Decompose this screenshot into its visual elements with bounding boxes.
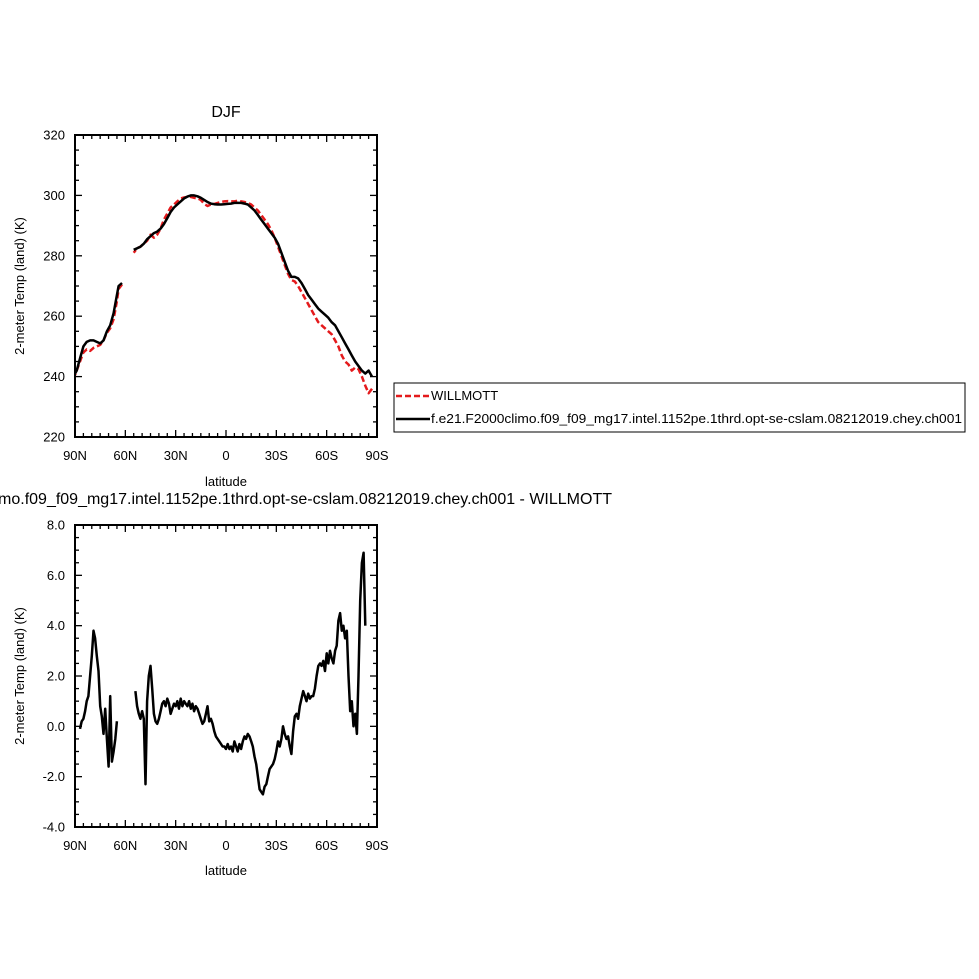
top-chart-title: DJF <box>211 104 241 121</box>
top-y-tick-label: 220 <box>43 430 65 445</box>
top-y-tick-label: 240 <box>43 369 65 384</box>
top-panel: DJF 90N 60N 30N 0 30S 60S 90S 220 240 260 280 300 32… <box>12 104 389 489</box>
bottom-x-tick-label: 60S <box>315 838 338 853</box>
legend-label-willmott: WILLMOTT <box>431 388 498 403</box>
bottom-x-tick-label: 0 <box>222 838 229 853</box>
top-ticks <box>74 134 378 438</box>
bottom-y-tick-label: 2.0 <box>47 669 65 684</box>
top-series-0-segment-0 <box>132 195 373 395</box>
bottom-y-tick-label: 6.0 <box>47 568 65 583</box>
top-y-tick-label: 320 <box>43 128 65 143</box>
bottom-panel: f.e21.F2000climo.f09_f09_mg17.intel.1152… <box>0 491 612 878</box>
top-x-tick-label: 60S <box>315 448 338 463</box>
bottom-x-tick-label: 90N <box>63 838 87 853</box>
legend-label-model: f.e21.F2000climo.f09_f09_mg17.intel.1152… <box>431 411 962 426</box>
bottom-series-0-segment-0 <box>134 551 367 796</box>
top-y-tick-label: 300 <box>43 188 65 203</box>
bottom-chart-title: f.e21.F2000climo.f09_f09_mg17.intel.1152… <box>0 491 612 508</box>
bottom-plot-lines <box>78 551 367 796</box>
bottom-y-tick-label: 8.0 <box>47 518 65 533</box>
bottom-y-tick-label: 0.0 <box>47 719 65 734</box>
top-x-tick-label: 90N <box>63 448 87 463</box>
top-y-tick-label: 260 <box>43 309 65 324</box>
top-x-tick-label: 30N <box>164 448 188 463</box>
bottom-y-tick-label: -4.0 <box>43 820 65 835</box>
bottom-x-axis-label: latitude <box>205 863 247 878</box>
top-series-1-segment-0 <box>133 194 374 378</box>
top-tick-labels: 90N 60N 30N 0 30S 60S 90S 220 240 260 280 300 320 <box>43 128 389 464</box>
top-x-tick-label: 90S <box>365 448 388 463</box>
top-series-1-segment-1 <box>75 282 123 375</box>
top-x-tick-label: 60N <box>113 448 137 463</box>
top-x-tick-label: 30S <box>265 448 288 463</box>
bottom-x-tick-label: 90S <box>365 838 388 853</box>
top-y-axis-label: 2-meter Temp (land) (K) <box>12 217 27 355</box>
legend-box <box>393 382 966 433</box>
bottom-x-tick-label: 30N <box>164 838 188 853</box>
bottom-y-tick-label: 4.0 <box>47 618 65 633</box>
top-y-tick-label: 280 <box>43 248 65 263</box>
bottom-x-tick-label: 60N <box>113 838 137 853</box>
top-x-axis-label: latitude <box>205 474 247 489</box>
bottom-x-tick-label: 30S <box>265 838 288 853</box>
bottom-y-axis-label: 2-meter Temp (land) (K) <box>12 607 27 745</box>
bottom-series-0-segment-1 <box>78 629 119 768</box>
top-plot-lines <box>75 194 374 395</box>
bottom-y-tick-label: -2.0 <box>43 769 65 784</box>
top-x-tick-label: 0 <box>222 448 229 463</box>
top-series-0-segment-1 <box>75 283 123 376</box>
legend: WILLMOTT f.e21.F2000climo.f09_f09_mg17.i… <box>393 382 966 433</box>
bottom-ticks <box>74 524 378 828</box>
bottom-tick-labels: 90N 60N 30N 0 30S 60S 90S -4.0 -2.0 0.0 2.0 4.0 6.0 8… <box>43 518 389 854</box>
bottom-plot-frame <box>74 524 378 828</box>
